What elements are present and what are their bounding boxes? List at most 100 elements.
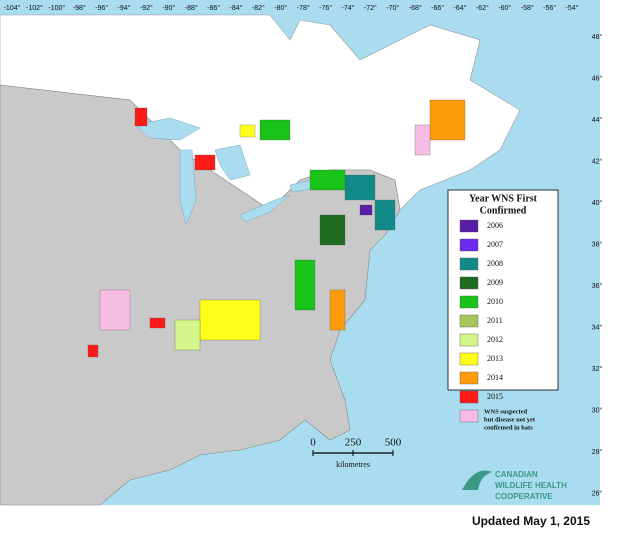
lake-michigan xyxy=(179,149,197,226)
county-patch xyxy=(374,199,396,231)
logo-text: WILDLIFE HEALTH xyxy=(495,481,567,490)
longitude-label: -84° xyxy=(230,4,243,12)
legend-swatch xyxy=(459,390,479,404)
logo-text: COOPERATIVE xyxy=(495,492,553,501)
longitude-label: -70° xyxy=(386,4,399,12)
longitude-label: -68° xyxy=(409,4,422,12)
county-patch xyxy=(344,174,376,201)
latitude-label: 32° xyxy=(592,365,603,373)
longitude-label: -54° xyxy=(566,4,579,12)
longitude-label: -58° xyxy=(521,4,534,12)
scale-label: 500 xyxy=(385,437,402,449)
graticule-labels: -104° -102° -100° -98° -96° -94° -92° -90° -88° -… xyxy=(4,4,603,498)
longitude-label: -86° xyxy=(207,4,220,12)
scale-unit: kilometres xyxy=(336,460,370,469)
latitude-label: 28° xyxy=(592,448,603,456)
footer: Updated May 1, 2015 xyxy=(472,514,590,528)
latitude-label: 42° xyxy=(592,157,603,165)
longitude-label: -98° xyxy=(73,4,86,12)
county-patch xyxy=(87,344,99,358)
county-patch xyxy=(429,99,466,141)
logo-icon xyxy=(462,470,492,490)
legend-swatch xyxy=(459,314,479,328)
county-patch xyxy=(319,214,346,246)
longitude-label: -96° xyxy=(95,4,108,12)
longitude-label: -88° xyxy=(185,4,198,12)
latitude-label: 38° xyxy=(592,240,603,248)
legend-swatch xyxy=(459,276,479,290)
legend-swatch xyxy=(459,352,479,366)
longitude-label: -102° xyxy=(26,4,43,12)
legend-label: 2009 xyxy=(487,278,503,287)
legend-swatch xyxy=(459,238,479,252)
legend-note: but disease not yet xyxy=(484,416,536,423)
legend-note: WNS suspected xyxy=(484,408,528,415)
longitude-label: -82° xyxy=(252,4,265,12)
longitude-label: -64° xyxy=(454,4,467,12)
legend-swatch xyxy=(459,333,479,347)
legend-label: 2014 xyxy=(487,373,503,382)
logo-text: CANADIAN xyxy=(495,470,538,479)
scale-bar: 0 250 500 kilometres xyxy=(310,437,402,469)
longitude-label: -72° xyxy=(364,4,377,12)
legend-label: 2008 xyxy=(487,259,503,268)
longitude-label: -92° xyxy=(140,4,153,12)
county-patch xyxy=(239,124,256,138)
county-patches xyxy=(87,99,466,358)
county-patch xyxy=(199,299,261,341)
longitude-label: -56° xyxy=(543,4,556,12)
lake-superior xyxy=(134,117,201,141)
longitude-label: -74° xyxy=(342,4,355,12)
legend-swatch xyxy=(459,409,479,423)
latitude-label: 48° xyxy=(592,33,603,41)
legend-title: Confirmed xyxy=(480,205,527,216)
county-patch xyxy=(294,259,316,311)
longitude-label: -104° xyxy=(4,4,21,12)
longitude-label: -78° xyxy=(297,4,310,12)
latitude-label: 34° xyxy=(592,323,603,331)
legend-label: 2012 xyxy=(487,335,503,344)
county-patch xyxy=(194,154,216,171)
longitude-label: -90° xyxy=(162,4,175,12)
county-patch xyxy=(174,319,201,351)
latitude-label: 44° xyxy=(592,116,603,124)
lake-erie xyxy=(239,194,291,223)
legend-swatch xyxy=(459,371,479,385)
county-patch xyxy=(99,289,131,331)
legend-label: 2011 xyxy=(487,316,503,325)
longitude-label: -66° xyxy=(431,4,444,12)
longitude-label: -76° xyxy=(319,4,332,12)
legend-label: 2010 xyxy=(487,297,503,306)
longitude-label: -62° xyxy=(476,4,489,12)
county-patch xyxy=(329,289,346,331)
legend-note: confirmed in bats xyxy=(484,424,533,431)
county-patch xyxy=(309,169,346,191)
county-patch xyxy=(134,107,148,127)
legend-swatch xyxy=(459,219,479,233)
scale-label: 250 xyxy=(345,437,362,449)
scale-label: 0 xyxy=(310,437,316,449)
legend-label: 2015 xyxy=(487,392,503,401)
latitude-label: 26° xyxy=(592,489,603,497)
logo: CANADIAN WILDLIFE HEALTH COOPERATIVE xyxy=(495,470,567,501)
county-patch xyxy=(414,124,431,156)
legend-label: 2007 xyxy=(487,240,503,249)
longitude-label: -94° xyxy=(118,4,131,12)
county-patch xyxy=(149,317,166,329)
latitude-label: 40° xyxy=(592,199,603,207)
county-patch xyxy=(359,204,373,216)
county-patch xyxy=(259,119,291,141)
lake-huron xyxy=(214,144,251,181)
latitude-label: 46° xyxy=(592,74,603,82)
legend-title: Year WNS First xyxy=(469,193,538,204)
latitude-label: 30° xyxy=(592,406,603,414)
legend-swatch xyxy=(459,295,479,309)
longitude-label: -100° xyxy=(48,4,65,12)
legend-label: 2006 xyxy=(487,221,503,230)
longitude-label: -60° xyxy=(498,4,511,12)
legend-swatch xyxy=(459,257,479,271)
latitude-label: 36° xyxy=(592,282,603,290)
